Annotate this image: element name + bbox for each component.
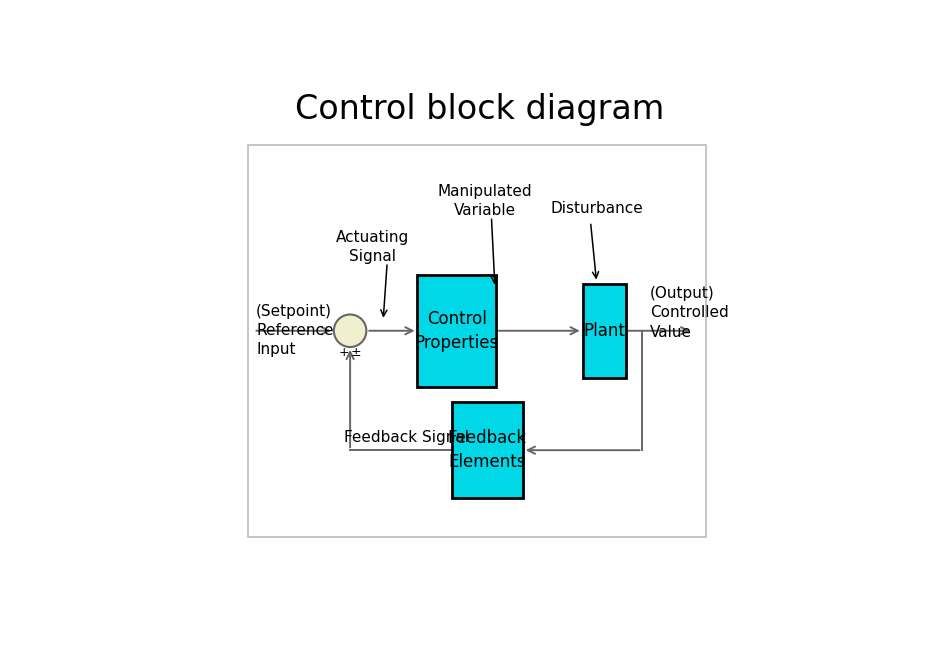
Text: Feedback
Elements: Feedback Elements	[447, 430, 527, 471]
Circle shape	[334, 315, 366, 347]
Text: +: +	[338, 346, 349, 359]
Text: Disturbance: Disturbance	[550, 201, 643, 216]
Text: Actuating
Signal: Actuating Signal	[336, 230, 410, 264]
Text: Feedback Signal: Feedback Signal	[344, 430, 469, 445]
Text: ±: ±	[351, 346, 361, 359]
Text: Plant: Plant	[583, 322, 625, 340]
Text: (Setpoint)
Reference
Input: (Setpoint) Reference Input	[256, 304, 333, 358]
Bar	[582, 284, 626, 378]
Text: Control block diagram: Control block diagram	[295, 93, 665, 126]
Bar	[417, 275, 496, 387]
Bar	[452, 402, 523, 498]
Text: Manipulated
Variable: Manipulated Variable	[437, 184, 532, 218]
Bar	[248, 145, 706, 537]
Text: Control
Properties: Control Properties	[415, 310, 499, 352]
Text: (Output)
Controlled
Value: (Output) Controlled Value	[650, 286, 729, 340]
